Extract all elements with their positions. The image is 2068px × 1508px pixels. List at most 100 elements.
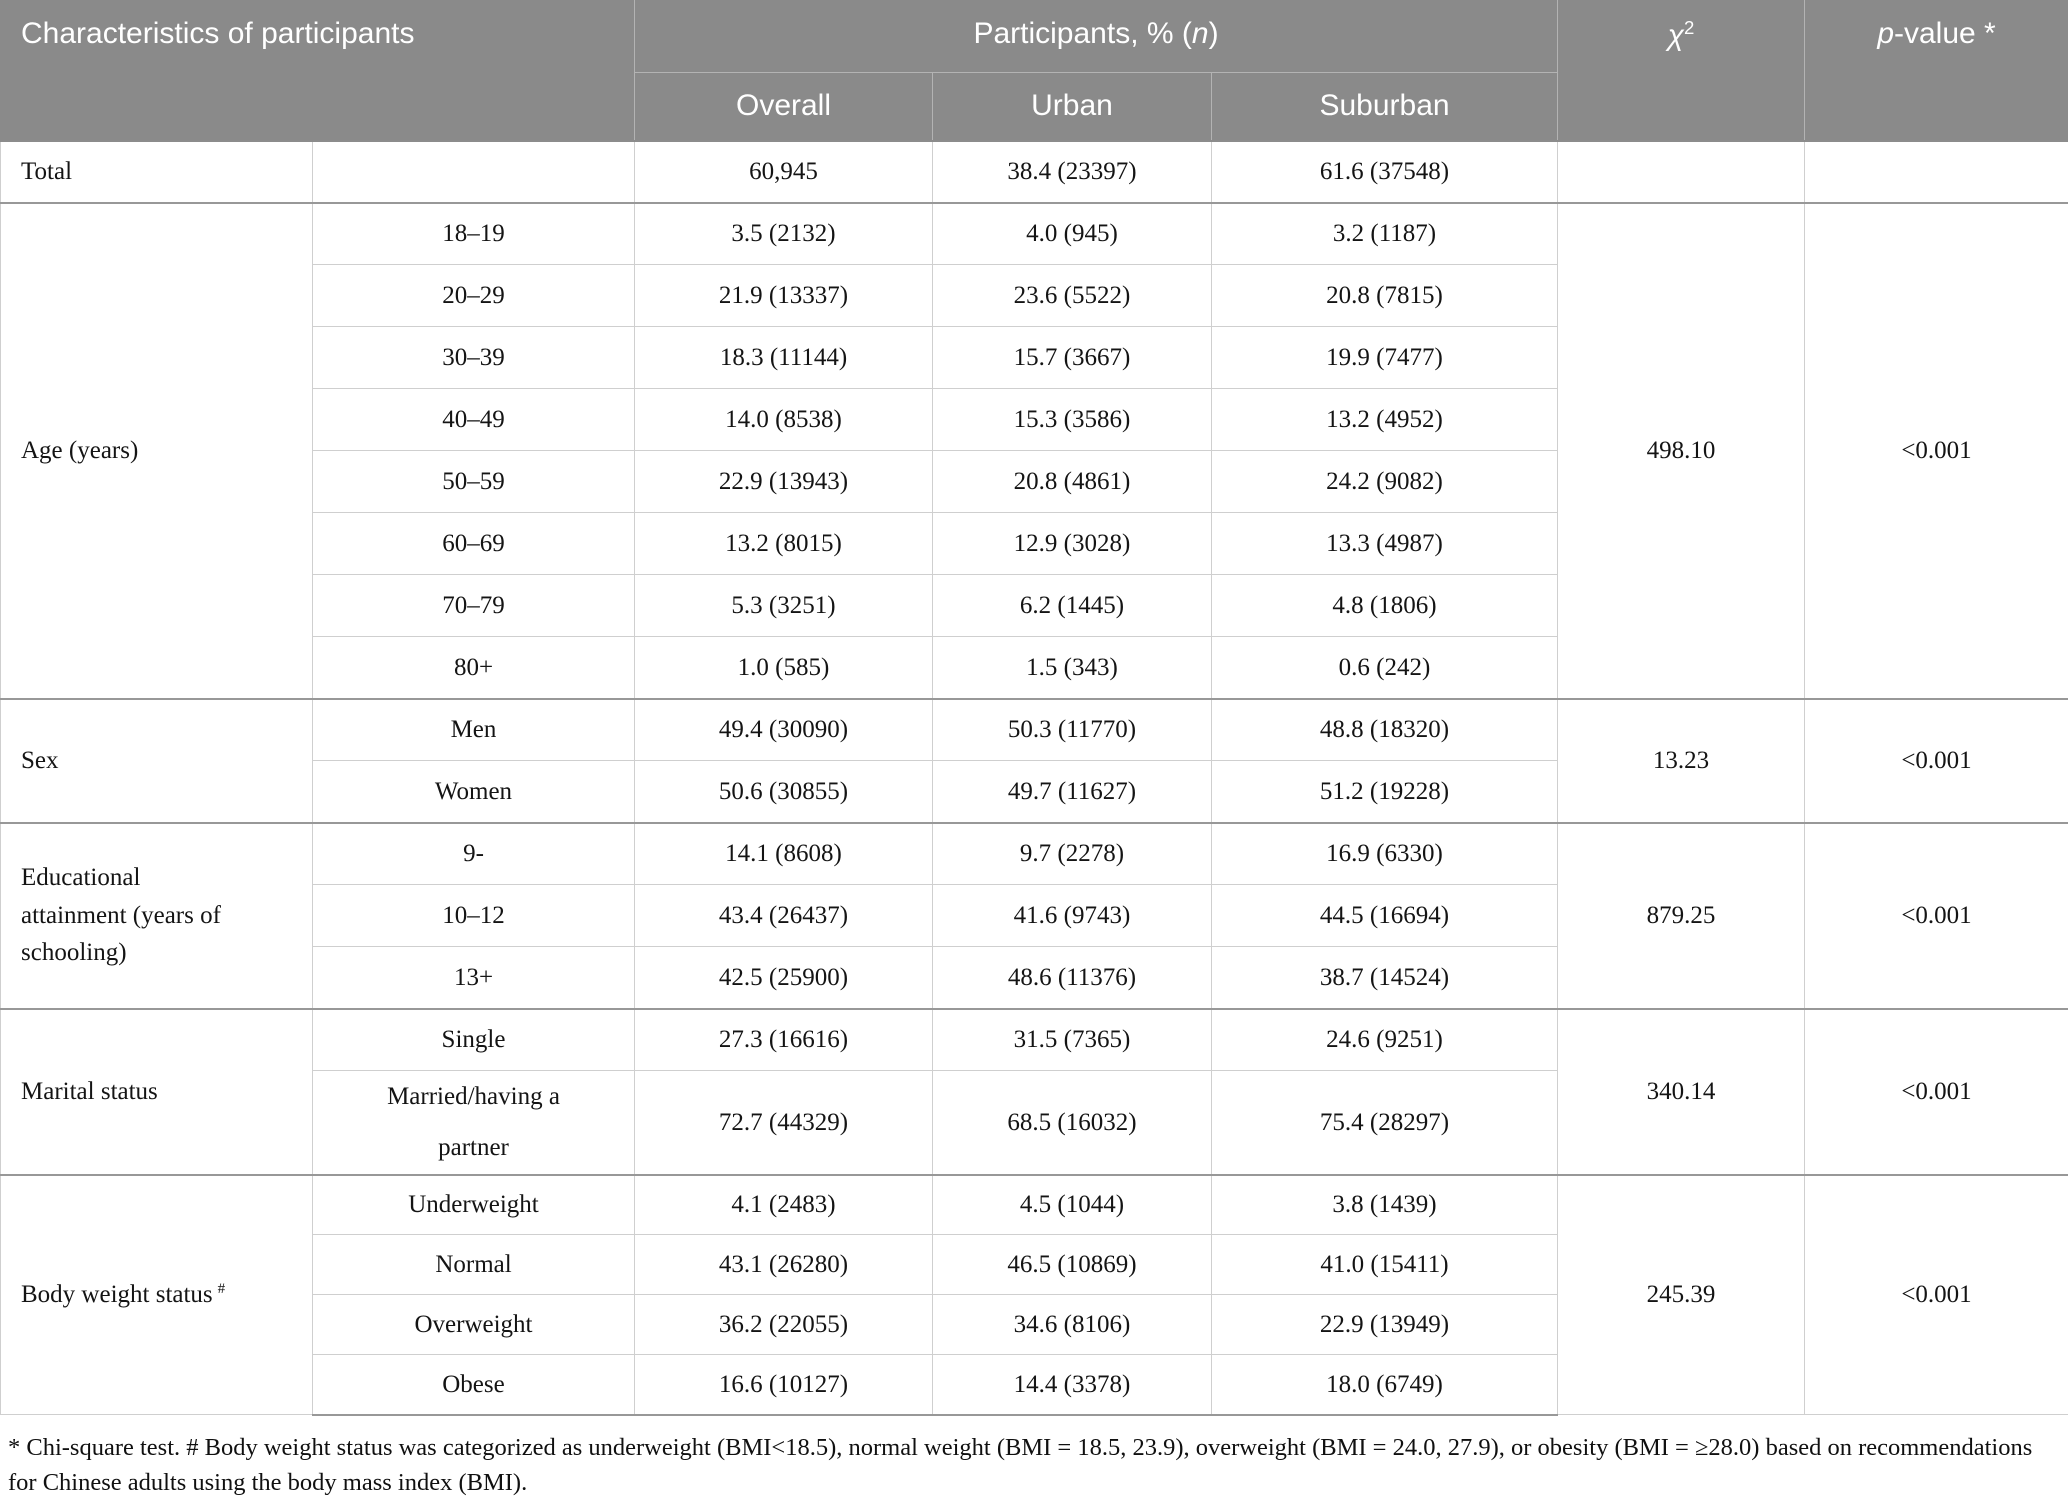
urban-cell: 14.4 (3378) bbox=[932, 1354, 1212, 1416]
overall-cell: 49.4 (30090) bbox=[634, 697, 933, 761]
overall-cell: 27.3 (16616) bbox=[634, 1007, 933, 1071]
urban-cell: 4.0 (945) bbox=[932, 201, 1212, 265]
category-cell: 60–69 bbox=[312, 512, 635, 575]
overall-cell: 60,945 bbox=[634, 139, 933, 203]
footnote: * Chi-square test. # Body weight status … bbox=[8, 1433, 2033, 1497]
table-row: 20–29 21.9 (13337) 23.6 (5522) 20.8 (781… bbox=[1, 264, 2068, 327]
table-row: 70–79 5.3 (3251) 6.2 (1445) 4.8 (1806) bbox=[1, 574, 2068, 637]
suburban-cell: 3.2 (1187) bbox=[1210, 201, 1559, 265]
category-cell: Normal bbox=[312, 1234, 635, 1295]
header-participants: Participants, % (n) bbox=[633, 0, 1559, 73]
urban-cell: 6.2 (1445) bbox=[932, 574, 1212, 637]
table-row: Age (years) 18–19 3.5 (2132) 4.0 (945) 3… bbox=[0, 201, 2068, 699]
overall-cell: 22.9 (13943) bbox=[634, 450, 933, 513]
table-row: Sex Men 49.4 (30090) 50.3 (11770) 48.8 (… bbox=[0, 697, 2068, 823]
group-label-cell: Body weight status # bbox=[0, 1173, 313, 1415]
urban-cell: 38.4 (23397) bbox=[932, 139, 1212, 203]
urban-cell: 48.6 (11376) bbox=[932, 946, 1212, 1009]
suburban-cell: 75.4 (28297) bbox=[1210, 1070, 1559, 1175]
urban-cell: 50.3 (11770) bbox=[932, 697, 1212, 761]
category-cell: Single bbox=[312, 1007, 635, 1071]
suburban-cell: 48.8 (18320) bbox=[1210, 697, 1559, 761]
category-cell: Overweight bbox=[312, 1294, 635, 1355]
category-cell: Underweight bbox=[312, 1173, 635, 1235]
group-label-cell: Age (years) bbox=[0, 201, 313, 699]
table-row: Normal 43.1 (26280) 46.5 (10869) 41.0 (1… bbox=[1, 1234, 2068, 1295]
table-body: Total 60,945 38.4 (23397) 61.6 (37548) A… bbox=[0, 139, 2068, 1416]
urban-cell: 68.5 (16032) bbox=[932, 1070, 1212, 1175]
hash-superscript: # bbox=[217, 1280, 226, 1297]
suburban-cell: 13.2 (4952) bbox=[1210, 388, 1559, 451]
table-row: 50–59 22.9 (13943) 20.8 (4861) 24.2 (908… bbox=[1, 450, 2068, 513]
table-row: Marital status Single 27.3 (16616) 31.5 … bbox=[0, 1007, 2068, 1175]
suburban-cell: 51.2 (19228) bbox=[1210, 760, 1559, 823]
table-row: Educational attainment (years of schooli… bbox=[0, 821, 2068, 1009]
urban-cell: 49.7 (11627) bbox=[932, 760, 1212, 823]
chi-square-cell: 879.25 bbox=[1557, 821, 1806, 1009]
category-cell: Married/having a partner bbox=[312, 1070, 635, 1175]
category-cell: 9- bbox=[312, 821, 635, 885]
category-cell: 40–49 bbox=[312, 388, 635, 451]
urban-cell: 31.5 (7365) bbox=[932, 1007, 1212, 1071]
urban-cell: 12.9 (3028) bbox=[932, 512, 1212, 575]
category-cell bbox=[312, 139, 635, 203]
group-label-text: Body weight status bbox=[21, 1281, 213, 1308]
suburban-cell: 19.9 (7477) bbox=[1210, 326, 1559, 389]
header-characteristics: Characteristics of participants bbox=[0, 0, 635, 141]
category-cell: 50–59 bbox=[312, 450, 635, 513]
group-label-cell: Marital status bbox=[0, 1007, 313, 1175]
category-cell: Men bbox=[312, 697, 635, 761]
table-row: Women 50.6 (30855) 49.7 (11627) 51.2 (19… bbox=[1, 760, 2068, 823]
suburban-cell: 44.5 (16694) bbox=[1210, 884, 1559, 947]
suburban-cell: 22.9 (13949) bbox=[1210, 1294, 1559, 1355]
category-cell: Women bbox=[312, 760, 635, 823]
header-row-1: Characteristics of participants Particip… bbox=[0, 0, 2068, 141]
overall-cell: 42.5 (25900) bbox=[634, 946, 933, 1009]
table-row: 40–49 14.0 (8538) 15.3 (3586) 13.2 (4952… bbox=[1, 388, 2068, 451]
chi-square-cell: 498.10 bbox=[1557, 201, 1806, 699]
header-urban: Urban bbox=[932, 72, 1212, 141]
p-value-cell bbox=[1804, 139, 2068, 203]
category-cell: Obese bbox=[312, 1354, 635, 1416]
overall-cell: 13.2 (8015) bbox=[634, 512, 933, 575]
category-cell: 80+ bbox=[312, 636, 635, 699]
p-value-cell: <0.001 bbox=[1804, 1007, 2068, 1175]
chi-square-cell bbox=[1557, 139, 1806, 203]
suburban-cell: 24.6 (9251) bbox=[1210, 1007, 1559, 1071]
chi-square-cell: 13.23 bbox=[1557, 697, 1806, 823]
suburban-cell: 4.8 (1806) bbox=[1210, 574, 1559, 637]
p-value-cell: <0.001 bbox=[1804, 821, 2068, 1009]
overall-cell: 4.1 (2483) bbox=[634, 1173, 933, 1235]
urban-cell: 1.5 (343) bbox=[932, 636, 1212, 699]
urban-cell: 23.6 (5522) bbox=[932, 264, 1212, 327]
category-cell: 70–79 bbox=[312, 574, 635, 637]
table-row: Married/having a partner 72.7 (44329) 68… bbox=[1, 1070, 2068, 1175]
chi-symbol: χ bbox=[1667, 19, 1685, 52]
overall-cell: 16.6 (10127) bbox=[634, 1354, 933, 1416]
suburban-cell: 16.9 (6330) bbox=[1210, 821, 1559, 885]
suburban-cell: 3.8 (1439) bbox=[1210, 1173, 1559, 1235]
overall-cell: 5.3 (3251) bbox=[634, 574, 933, 637]
chi-superscript: 2 bbox=[1684, 17, 1695, 38]
table-header: Characteristics of participants Particip… bbox=[0, 0, 2068, 141]
chi-square-cell: 245.39 bbox=[1557, 1173, 1806, 1415]
p-value-cell: <0.001 bbox=[1804, 201, 2068, 699]
table-row: 80+ 1.0 (585) 1.5 (343) 0.6 (242) bbox=[1, 636, 2068, 699]
urban-cell: 41.6 (9743) bbox=[932, 884, 1212, 947]
participants-table: Characteristics of participants Particip… bbox=[0, 0, 2068, 1416]
urban-cell: 46.5 (10869) bbox=[932, 1234, 1212, 1295]
header-suburban: Suburban bbox=[1210, 72, 1559, 141]
suburban-cell: 41.0 (15411) bbox=[1210, 1234, 1559, 1295]
overall-cell: 50.6 (30855) bbox=[634, 760, 933, 823]
overall-cell: 14.0 (8538) bbox=[634, 388, 933, 451]
category-cell: 13+ bbox=[312, 946, 635, 1009]
suburban-cell: 24.2 (9082) bbox=[1210, 450, 1559, 513]
p-value-cell: <0.001 bbox=[1804, 697, 2068, 823]
group-label-cell: Sex bbox=[0, 697, 313, 823]
overall-cell: 21.9 (13337) bbox=[634, 264, 933, 327]
group-label-cell: Total bbox=[0, 139, 313, 203]
overall-cell: 43.1 (26280) bbox=[634, 1234, 933, 1295]
chi-square-cell: 340.14 bbox=[1557, 1007, 1806, 1175]
overall-cell: 14.1 (8608) bbox=[634, 821, 933, 885]
urban-cell: 20.8 (4861) bbox=[932, 450, 1212, 513]
